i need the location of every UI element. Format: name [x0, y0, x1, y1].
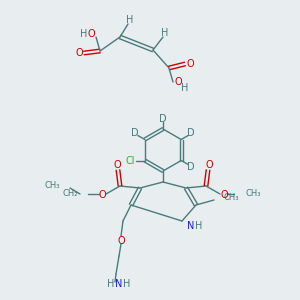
Text: O: O — [205, 160, 213, 170]
Text: H: H — [195, 221, 203, 231]
Text: H: H — [123, 279, 131, 289]
Text: D: D — [188, 128, 195, 139]
Text: H: H — [80, 29, 88, 39]
Text: O: O — [98, 190, 106, 200]
Text: O: O — [75, 48, 83, 58]
Text: H: H — [126, 15, 134, 25]
Text: N: N — [115, 279, 123, 289]
Text: D: D — [131, 128, 139, 139]
Text: CH₃: CH₃ — [224, 194, 239, 202]
Text: D: D — [188, 161, 195, 172]
Text: O: O — [174, 77, 182, 87]
Text: Cl: Cl — [125, 155, 135, 166]
Text: O: O — [186, 59, 194, 69]
Text: CH₃: CH₃ — [245, 190, 260, 199]
Text: H: H — [161, 28, 169, 38]
Text: H: H — [181, 83, 189, 93]
Text: H: H — [107, 279, 115, 289]
Text: O: O — [117, 236, 125, 246]
Text: O: O — [87, 29, 95, 39]
Text: D: D — [159, 114, 167, 124]
Text: N: N — [187, 221, 195, 231]
Text: CH₃: CH₃ — [44, 182, 60, 190]
Text: O: O — [113, 160, 121, 170]
Text: CH₂: CH₂ — [62, 190, 78, 199]
Text: O: O — [220, 190, 228, 200]
